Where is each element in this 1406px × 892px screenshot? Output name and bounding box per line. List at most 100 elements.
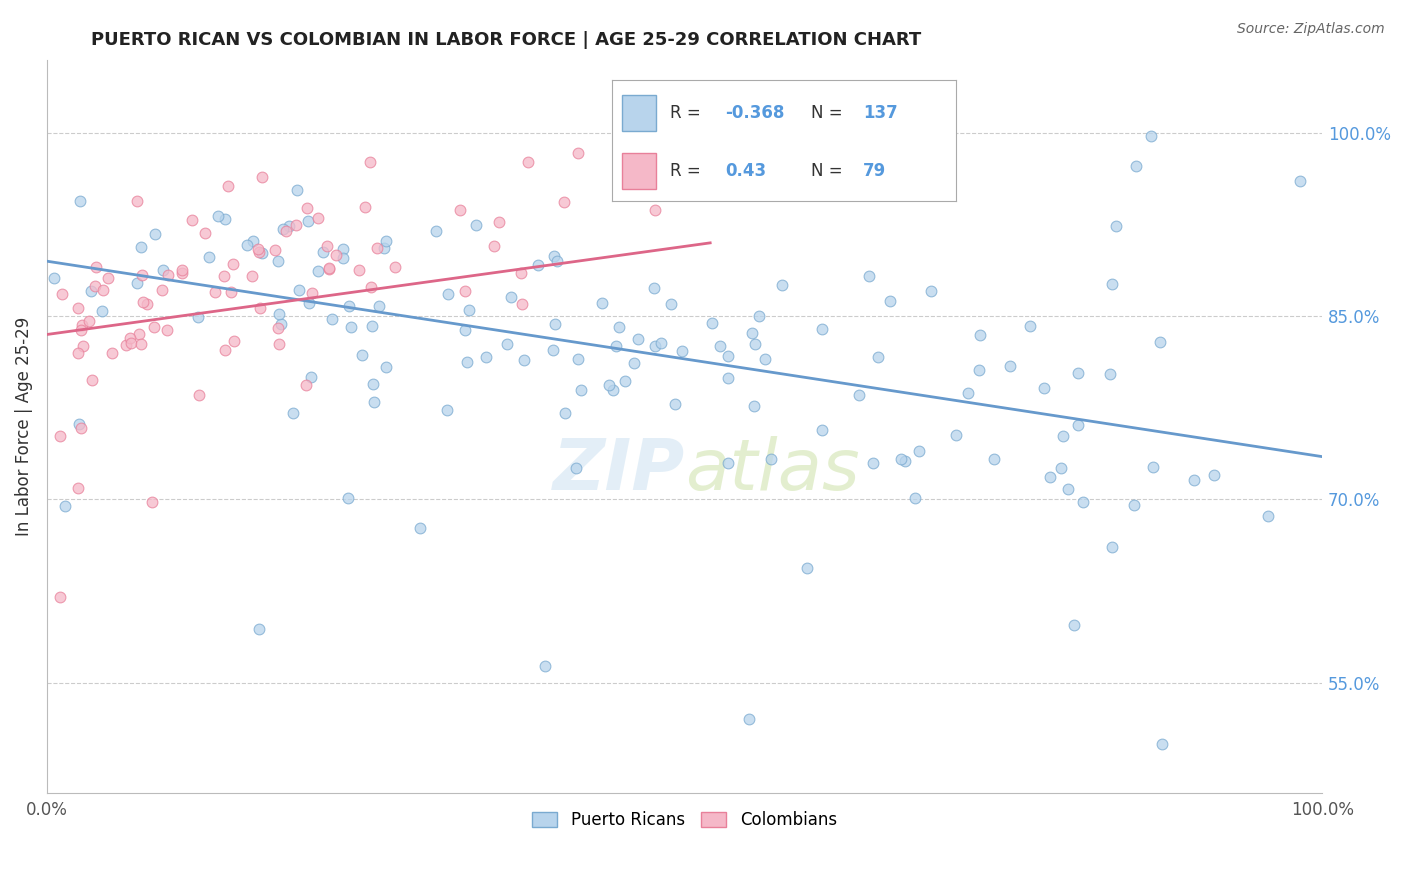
Point (129, 240, 152, 254)
Point (983, 451, 1005, 466)
Point (510, 297, 533, 311)
Point (501, 290, 523, 304)
Point (204, 285, 226, 300)
Point (353, 200, 375, 214)
Point (644, 202, 666, 217)
Point (294, 377, 316, 392)
Point (457, 303, 479, 318)
Point (554, 406, 576, 420)
Point (643, 281, 665, 295)
Point (101, 346, 124, 360)
Text: 0.43: 0.43 (725, 161, 766, 179)
Point (1140, 128, 1163, 143)
Point (276, 224, 298, 238)
Point (315, 239, 337, 253)
Point (1063, 618, 1085, 632)
Point (717, 349, 740, 363)
Point (1142, 459, 1164, 474)
Point (67, 301, 90, 316)
Point (741, 326, 763, 340)
Point (287, 284, 309, 298)
Point (1066, 418, 1088, 433)
Point (72, 318, 94, 333)
Point (702, 316, 724, 330)
Point (1039, 470, 1062, 484)
Point (285, 218, 308, 232)
Point (267, 254, 290, 268)
Point (156, 268, 179, 282)
Text: R =: R = (671, 161, 702, 179)
Point (969, 328, 991, 343)
Point (267, 337, 290, 351)
Point (359, 154, 381, 169)
Point (1067, 366, 1090, 380)
FancyBboxPatch shape (621, 153, 657, 188)
Point (998, 359, 1021, 373)
Point (607, 320, 630, 334)
Point (375, 360, 398, 375)
Point (908, 443, 931, 458)
Point (336, 491, 359, 505)
Point (384, 260, 406, 274)
Point (349, 263, 371, 277)
Point (91, 283, 114, 297)
Point (172, 266, 194, 280)
Point (488, 215, 510, 229)
Point (868, 350, 890, 364)
Point (207, 209, 229, 223)
Point (332, 251, 354, 265)
Point (217, 178, 239, 193)
Point (214, 343, 236, 357)
Point (1018, 319, 1040, 334)
Point (86, 260, 108, 274)
Point (744, 337, 766, 351)
Point (69, 194, 91, 209)
Point (894, 454, 917, 468)
Point (1182, 474, 1205, 488)
Point (811, 423, 834, 437)
Point (67, 481, 90, 495)
Point (91, 304, 114, 318)
Point (267, 307, 290, 321)
Point (567, 145, 589, 160)
Point (1050, 461, 1073, 475)
Point (194, 226, 217, 240)
Point (172, 263, 194, 277)
Point (249, 301, 271, 315)
Point (409, 520, 432, 534)
Point (858, 268, 880, 283)
Point (214, 211, 236, 226)
Point (141, 495, 163, 509)
Point (222, 257, 245, 271)
Point (1202, 467, 1225, 482)
Point (437, 287, 460, 301)
Text: R =: R = (671, 103, 702, 122)
Point (517, 154, 540, 169)
Point (1149, 335, 1171, 350)
Point (360, 280, 382, 294)
Point (920, 284, 942, 298)
Point (456, 355, 478, 369)
Point (671, 344, 693, 359)
Point (143, 227, 166, 241)
Point (449, 202, 471, 217)
Y-axis label: In Labor Force | Age 25-29: In Labor Force | Age 25-29 (15, 317, 32, 536)
Point (142, 320, 165, 334)
Point (717, 457, 740, 471)
Point (80, 373, 103, 387)
Point (754, 352, 776, 367)
Point (363, 394, 385, 409)
Point (224, 334, 246, 348)
Point (337, 299, 360, 313)
Point (298, 296, 321, 310)
Point (307, 211, 329, 226)
Point (301, 286, 323, 301)
Point (332, 242, 354, 256)
Point (51, 287, 73, 301)
Point (1071, 495, 1094, 509)
Point (325, 248, 347, 262)
Text: 79: 79 (863, 161, 886, 179)
Point (890, 451, 912, 466)
Point (1257, 509, 1279, 524)
Point (250, 245, 273, 260)
